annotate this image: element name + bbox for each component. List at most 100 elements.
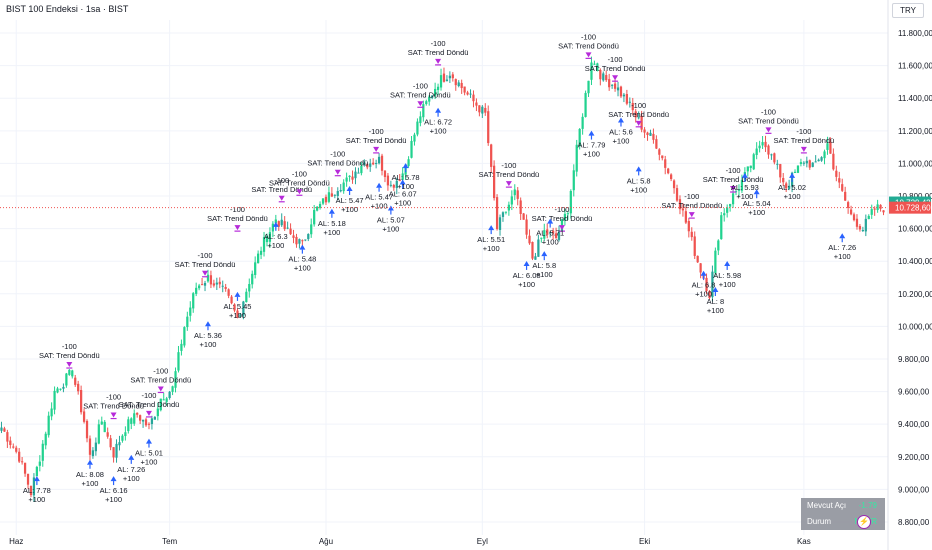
candle-body <box>525 219 528 235</box>
candle-body <box>457 82 460 87</box>
candle-body <box>731 193 735 205</box>
candle-body <box>717 240 720 251</box>
sell-label: SAT: Trend Döndü <box>307 159 368 168</box>
buy-value: +100 <box>123 474 140 483</box>
candle-body <box>68 369 71 375</box>
candle-body <box>330 193 333 197</box>
candle-body <box>321 198 325 204</box>
buy-arrow-icon <box>753 189 760 195</box>
candle-body <box>41 443 44 461</box>
candle-body <box>127 419 130 432</box>
candle-body <box>463 86 466 93</box>
sell-label: SAT: Trend Döndü <box>479 170 540 179</box>
candle-body <box>274 219 277 223</box>
y-tick-label: 10.600,00 <box>898 225 932 234</box>
candle-body <box>817 159 820 162</box>
candle-body <box>552 230 555 234</box>
candle-body <box>835 170 838 177</box>
candle-body <box>206 274 210 282</box>
candle-body <box>622 94 626 97</box>
candle-body <box>198 285 201 289</box>
candle-body <box>310 224 313 235</box>
buy-label: AL: 6.72 <box>424 118 452 127</box>
candle-body <box>301 240 304 242</box>
candle-body <box>313 209 316 225</box>
status-angle-label: Mevcut Açı <box>807 501 847 510</box>
currency-button[interactable]: TRY <box>892 3 924 18</box>
candle-body <box>62 386 65 389</box>
candle-body <box>32 477 36 496</box>
candle-body <box>153 416 156 420</box>
candle-body <box>236 310 239 318</box>
time-axis[interactable]: Haz Tem Ağu Eyl Eki Kas <box>9 537 811 546</box>
buy-value: +100 <box>719 280 736 289</box>
candle-body <box>451 74 454 79</box>
candle-body <box>808 160 811 168</box>
candle-body <box>693 236 696 256</box>
candle-body <box>652 133 655 140</box>
buy-label: AL: 7.78 <box>23 486 51 495</box>
candle-body <box>333 194 336 196</box>
sell-marker-icon <box>688 212 695 218</box>
candle-body <box>667 168 670 174</box>
candle-body <box>737 189 741 191</box>
buy-arrow-icon <box>145 438 152 444</box>
candle-body <box>849 209 853 215</box>
candle-body <box>200 284 204 286</box>
candle-body <box>360 165 363 174</box>
sell-label: SAT: Trend Döndü <box>269 178 330 187</box>
x-tick-label: Eki <box>639 537 650 546</box>
candle-body <box>124 432 127 437</box>
candle-body <box>847 202 850 208</box>
candle-body <box>670 174 673 180</box>
buy-value: +100 <box>784 192 801 201</box>
y-tick-label: 11.600,00 <box>898 62 932 71</box>
candle-body <box>109 438 112 448</box>
buy-label: AL: 6.16 <box>100 486 128 495</box>
candle-body <box>38 461 41 466</box>
candle-body <box>265 235 269 243</box>
buy-arrow-icon <box>488 225 495 231</box>
candle-body <box>257 253 260 264</box>
candle-body <box>658 149 661 155</box>
candle-body <box>581 116 584 129</box>
sell-value: -100 <box>431 39 446 48</box>
sell-marker-icon <box>66 362 73 368</box>
candle-body <box>121 435 124 441</box>
buy-value: +100 <box>536 270 553 279</box>
price-tags: 10.729,4210.728,60 <box>0 196 931 214</box>
sell-value: -100 <box>198 251 213 260</box>
candle-body <box>29 485 33 496</box>
candle-body <box>398 180 401 182</box>
candle-body <box>375 163 378 165</box>
lightning-icon[interactable]: ⚡ <box>857 515 871 529</box>
sell-marker-icon <box>157 386 164 392</box>
price-axis[interactable]: 8.800,00 9.000,00 9.200,00 9.400,00 9.600,00… <box>898 29 932 527</box>
candle-body <box>44 433 47 446</box>
candle-body <box>316 206 319 211</box>
candle-body <box>472 94 475 102</box>
x-tick-label: Eyl <box>477 537 488 546</box>
sell-label: SAT: Trend Döndü <box>207 214 268 223</box>
sell-marker-icon <box>765 127 772 133</box>
candle-body <box>50 408 53 417</box>
candle-body <box>613 83 617 89</box>
x-tick-label: Ağu <box>319 537 333 546</box>
candle-body <box>298 239 301 244</box>
buy-value: +100 <box>613 137 630 146</box>
candle-body <box>150 418 154 425</box>
candle-body <box>608 79 611 88</box>
sell-label: SAT: Trend Döndü <box>251 185 312 194</box>
candle-body <box>74 377 77 385</box>
candle-body <box>602 73 605 81</box>
sell-value: -100 <box>62 342 77 351</box>
candle-body <box>165 398 168 402</box>
buy-value: +100 <box>371 202 388 211</box>
buy-label: AL: 8 <box>707 297 725 306</box>
candle-body <box>336 191 339 197</box>
candle-body <box>389 184 392 186</box>
candle-body <box>186 316 189 328</box>
sell-label: SAT: Trend Döndü <box>738 116 799 125</box>
candle-body <box>239 314 242 318</box>
